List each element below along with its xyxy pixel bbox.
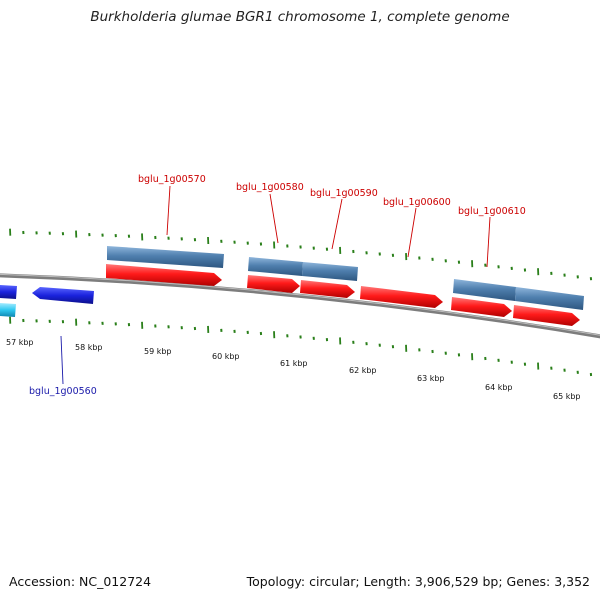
leader-line [166,185,171,236]
scale-label: 59 kbp [144,347,172,356]
cds-arrow-reverse-partial[interactable] [0,285,17,299]
gene-bar[interactable] [453,279,516,301]
scale-label: 61 kbp [280,359,308,368]
scale-label: 60 kbp [212,352,240,361]
gene-label[interactable]: bglu_1g00590 [310,188,378,199]
gene-label[interactable]: bglu_1g00580 [236,182,304,193]
scale-label: 65 kbp [553,392,581,401]
leader-line [269,193,279,244]
tick-row-reverse [9,316,593,377]
leader-line [486,216,491,268]
gene-bars-forward [107,246,584,310]
map-title: Burkholderia glumae BGR1 chromosome 1, c… [90,9,510,25]
leader-line [60,335,64,385]
gene-bar[interactable] [515,287,584,310]
genome-backbone-highlight [0,273,600,336]
label-leaders [60,185,491,385]
accession-text: Accession: NC_012724 [9,574,152,589]
gene-bar[interactable] [107,246,224,268]
scale-label: 57 kbp [6,338,34,347]
gene-label[interactable]: bglu_1g00610 [458,206,526,217]
scale-label: 62 kbp [349,366,377,375]
gene-bar-reverse-partial[interactable] [0,303,16,317]
gene-label[interactable]: bglu_1g00570 [138,174,206,185]
gene-labels: bglu_1g00560 bglu_1g00570 bglu_1g00580 b… [29,174,526,397]
cds-arrow[interactable] [360,286,443,308]
gene-bar[interactable] [302,262,358,281]
features-reverse [0,285,94,317]
cds-arrow[interactable] [513,305,580,326]
gene-label[interactable]: bglu_1g00600 [383,197,451,208]
cds-arrow-reverse[interactable] [32,287,94,304]
genome-backbone [0,273,600,339]
gene-label-reverse[interactable]: bglu_1g00560 [29,386,97,397]
scale-labels: 57 kbp 58 kbp 59 kbp 60 kbp 61 kbp 62 kb… [6,338,581,401]
leader-line [407,207,417,258]
cds-arrow[interactable] [106,264,222,286]
scale-label: 64 kbp [485,383,513,392]
scale-label: 63 kbp [417,374,445,383]
tick-row-forward [9,228,593,281]
cds-arrow[interactable] [247,275,300,293]
cds-arrow[interactable] [451,297,512,317]
leader-line [331,198,343,250]
gene-bar[interactable] [248,257,303,276]
genome-stats-text: Topology: circular; Length: 3,906,529 bp… [246,574,590,589]
cds-arrows-forward [106,264,580,326]
scale-label: 58 kbp [75,343,103,352]
cds-arrow[interactable] [300,280,355,298]
